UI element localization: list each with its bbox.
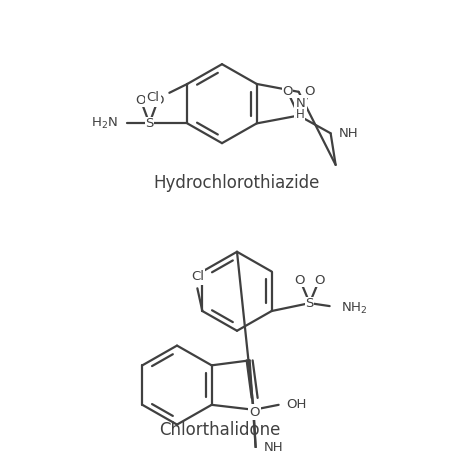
Text: Chlorthalidone: Chlorthalidone: [159, 420, 281, 439]
Text: Cl: Cl: [146, 91, 159, 104]
Text: O: O: [304, 85, 315, 99]
Text: NH$_2$: NH$_2$: [341, 301, 367, 316]
Text: O: O: [135, 94, 146, 107]
Text: O: O: [294, 274, 305, 287]
Text: H: H: [296, 108, 305, 121]
Text: Cl: Cl: [191, 271, 204, 283]
Text: O: O: [153, 94, 164, 107]
Text: O: O: [314, 274, 325, 287]
Text: OH: OH: [287, 398, 307, 411]
Text: O: O: [249, 406, 260, 419]
Text: H$_2$N: H$_2$N: [91, 116, 118, 131]
Text: S: S: [305, 296, 314, 310]
Text: Hydrochlorothiazide: Hydrochlorothiazide: [154, 174, 320, 192]
Text: S: S: [294, 109, 303, 122]
Text: NH: NH: [338, 127, 358, 140]
Text: N: N: [296, 97, 306, 110]
Text: S: S: [145, 117, 154, 130]
Text: NH: NH: [264, 441, 283, 454]
Text: O: O: [283, 85, 293, 99]
